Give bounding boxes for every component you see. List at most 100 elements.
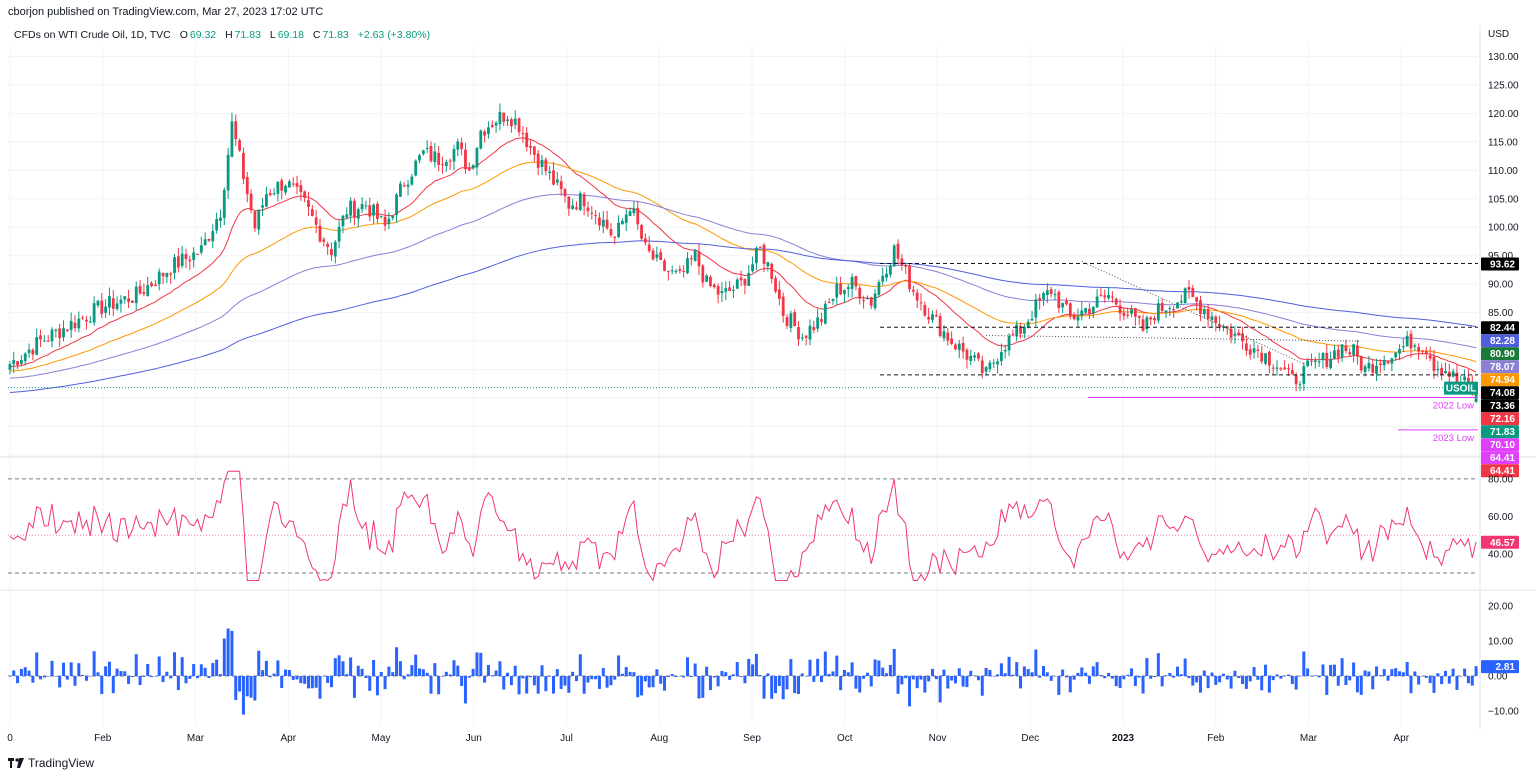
- candle-body: [1153, 318, 1156, 321]
- hist-bar: [1057, 676, 1061, 695]
- price-tag: [1481, 399, 1519, 413]
- candle-body: [58, 328, 62, 339]
- hist-bar: [130, 676, 134, 678]
- time-tick-label: Jul: [560, 733, 573, 744]
- price-tag: [1481, 334, 1519, 348]
- candle-body: [1107, 295, 1110, 299]
- hist-bar: [437, 676, 441, 695]
- hist-bar: [211, 663, 215, 676]
- candle-body: [153, 284, 157, 287]
- symbol-tag: [1444, 381, 1478, 395]
- candle-body: [498, 111, 502, 125]
- candle-body: [1287, 368, 1290, 370]
- candle-body: [1042, 293, 1045, 300]
- hist-bar: [1149, 676, 1153, 679]
- hist-bar: [781, 676, 785, 700]
- hist-bar: [341, 661, 345, 676]
- candle-body: [1049, 289, 1053, 294]
- candle-body: [487, 127, 490, 135]
- candle-body: [831, 298, 835, 301]
- hist-bar: [276, 660, 280, 676]
- candle-body: [1160, 302, 1164, 311]
- hist-bar: [62, 662, 66, 676]
- candle-body: [360, 204, 364, 210]
- price-pane[interactable]: 2022 Low 2023 Low USOIL: [8, 103, 1478, 444]
- hist-bar: [203, 667, 207, 676]
- hist-bar: [747, 658, 751, 676]
- candle-body: [559, 181, 563, 190]
- candle-body: [1233, 333, 1237, 336]
- hist-bar: [1428, 676, 1432, 684]
- candle-body: [502, 112, 506, 122]
- hist-bar: [372, 659, 376, 676]
- candle-body: [536, 153, 540, 168]
- candle-body: [494, 122, 498, 126]
- candle-body: [1206, 309, 1210, 319]
- rsi-current-label: 46.57: [1490, 538, 1515, 549]
- hist-bar: [529, 676, 533, 678]
- hist-bar: [360, 668, 364, 676]
- hist-bar: [1053, 676, 1057, 677]
- open-value: 69.32: [189, 29, 217, 41]
- candle-body: [1260, 352, 1264, 362]
- candle-body: [601, 219, 605, 227]
- candle-body: [444, 161, 448, 166]
- price-tag-label: 64.41: [1490, 453, 1515, 464]
- hist-bar: [134, 654, 138, 676]
- candle-body: [1114, 298, 1118, 305]
- candle-body: [280, 180, 284, 191]
- candle-body: [1022, 326, 1026, 334]
- candle-body: [938, 316, 942, 337]
- rsi-pane[interactable]: [8, 470, 1478, 582]
- hist-bar: [326, 676, 330, 683]
- candle-body: [1290, 370, 1294, 375]
- hist-bar: [1202, 670, 1206, 676]
- hist-bar: [980, 676, 984, 696]
- hist-bar: [934, 676, 938, 680]
- hist-bar: [555, 669, 559, 676]
- hist-bar: [486, 664, 490, 676]
- candle-body: [425, 147, 429, 149]
- candle-body: [1386, 361, 1390, 364]
- candle-body: [222, 189, 226, 218]
- high-value: 71.83: [234, 29, 261, 41]
- candle-body: [705, 275, 709, 282]
- hist-bar: [869, 676, 873, 687]
- symbol-name[interactable]: CFDs on WTI Crude Oil, 1D, TVC: [14, 29, 171, 41]
- candle-body: [295, 183, 299, 187]
- hist-bar: [1015, 662, 1019, 676]
- hist-bar: [1225, 676, 1229, 680]
- candle-body: [720, 290, 724, 293]
- hist-bar: [1306, 668, 1310, 676]
- candle-body: [1099, 294, 1103, 296]
- candle-body: [973, 355, 977, 358]
- hist-bar: [900, 676, 904, 685]
- hist-bar: [1394, 668, 1398, 676]
- hist-bar: [272, 673, 276, 676]
- hist-bar: [1348, 676, 1352, 681]
- candle-body: [697, 251, 701, 267]
- hist-bar: [230, 630, 234, 676]
- candle-body: [184, 254, 188, 260]
- candle-body: [176, 256, 180, 268]
- hist-bar: [264, 660, 268, 676]
- candle-body: [1298, 384, 1302, 386]
- hist-bar: [65, 676, 69, 680]
- ema-100-line: [9, 193, 1477, 379]
- hist-bar: [119, 671, 123, 676]
- time-axis[interactable]: 0 Feb Mar Apr May Jun Jul Aug Sep Oct Nov Dec 2023 Fe…: [7, 733, 1409, 744]
- candle-body: [712, 284, 716, 288]
- hist-bar: [337, 655, 341, 676]
- candle-body: [911, 289, 915, 292]
- candle-body: [1325, 352, 1329, 367]
- hist-bar: [1355, 676, 1359, 693]
- candle-body: [988, 362, 992, 370]
- candle-body: [858, 287, 862, 299]
- histogram-pane[interactable]: [8, 628, 1478, 715]
- hist-bar: [1030, 672, 1034, 676]
- footer-brand[interactable]: TradingView: [8, 756, 94, 770]
- candle-body: [888, 265, 892, 275]
- candle-body: [257, 209, 261, 230]
- price-axis[interactable]: USD 130.00 125.00 120.00 115.00 110.00 105.00 1…: [1481, 29, 1519, 718]
